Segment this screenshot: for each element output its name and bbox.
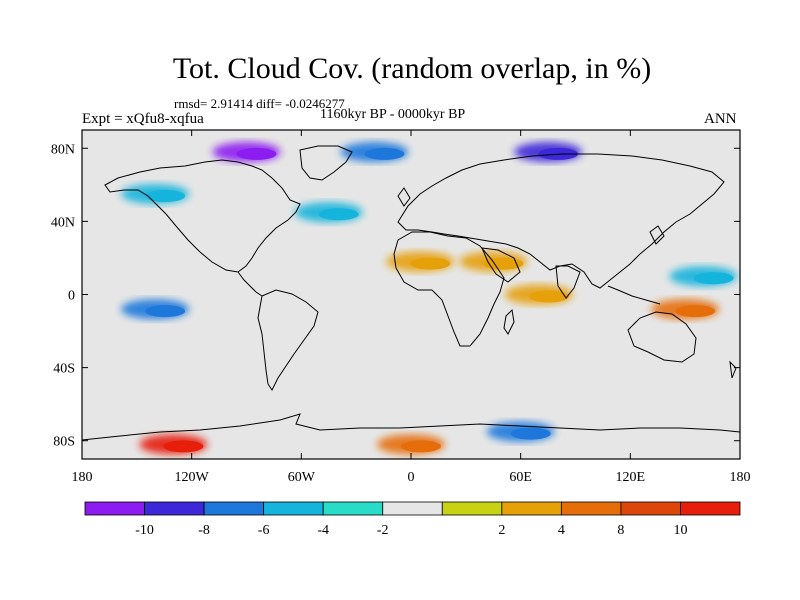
coast-arabia [481,247,521,283]
colorbar-swatch [144,501,205,516]
colorbar-swatch [680,501,741,516]
colorbar: -10 -8 -6 -4 -2 2 4 8 10 [84,501,741,538]
colorbar-swatch [84,501,145,516]
x-tick-label: 180 [730,470,751,485]
coast-south-america [257,289,319,391]
coast-africa [393,231,505,347]
anomaly-central-pacific [669,266,738,287]
x-tick-label: 120W [175,470,210,485]
x-tick-label: 0 [408,470,415,485]
coast-greenland [299,145,353,181]
colorbar-swatch [263,501,324,516]
anomaly-indian-ocean [504,284,573,305]
rmsd-diff-stats: rmsd= 2.91414 diff= -0.0246277 [174,96,345,111]
time-period-label: 1160kyr BP - 0000kyr BP [320,107,466,122]
colorbar-swatch [322,501,384,516]
chart-title: Tot. Cloud Cov. (random overlap, in %) [172,52,652,85]
y-tick-label: 40S [53,362,75,377]
map-background [82,130,740,459]
colorbar-label: -6 [258,523,270,538]
y-tick-label: 80N [51,142,75,157]
map-axes: 180 120W 60W 0 60E 120E 180 80N 40N 0 40S 80S [51,130,751,485]
anomaly-western-pacific [651,299,720,320]
anomaly-arctic-siberia [514,141,583,162]
coast-japan [649,225,665,245]
season-label: ANN [704,111,737,127]
colorbar-label: -8 [198,523,210,538]
colorbar-label: -10 [135,523,154,538]
coast-antarctica [82,413,740,441]
coast-central-america [237,271,263,297]
anomaly-eastern-pacific [121,299,190,320]
colorbar-swatch [620,501,681,516]
colorbar-swatch [203,501,265,516]
coast-southeast-asia [607,285,661,305]
anomaly-north-pacific [121,183,190,204]
anomaly-southern-ocean-pacific [139,434,208,455]
colorbar-swatch [382,501,443,516]
coast-eurasia [397,153,725,289]
anomaly-sahara [386,251,455,272]
anomaly-greenland-sea [340,141,409,162]
colorbar-label: 10 [673,523,687,538]
y-tick-label: 80S [53,435,75,450]
colorbar-swatch [560,501,622,516]
colorbar-label: 8 [617,523,624,538]
y-tick-label: 0 [68,289,75,304]
x-tick-label: 120E [616,470,646,485]
colorbar-label: 2 [498,523,505,538]
colorbar-label: 4 [558,523,565,538]
colorbar-swatch [441,501,503,516]
coast-india [555,265,581,299]
anomaly-arctic-north-america [212,141,281,162]
x-tick-label: 60W [288,470,316,485]
experiment-label: Expt = xQfu8-xqfua [82,111,204,127]
coast-madagascar [503,308,515,335]
colorbar-label: -2 [377,523,389,538]
coast-australia [627,311,697,363]
coast-new-zealand [729,360,737,379]
y-tick-label: 40N [51,215,75,230]
coast-north-america [104,159,301,273]
x-tick-label: 60E [509,470,532,485]
colorbar-label: -4 [317,523,329,538]
anomaly-north-atlantic [294,202,363,223]
coast-british-isles [397,187,411,207]
colorbar-swatch [501,501,562,516]
coastlines [82,145,740,441]
x-tick-label: 180 [72,470,93,485]
anomaly-antarctic-atlantic [377,434,445,455]
